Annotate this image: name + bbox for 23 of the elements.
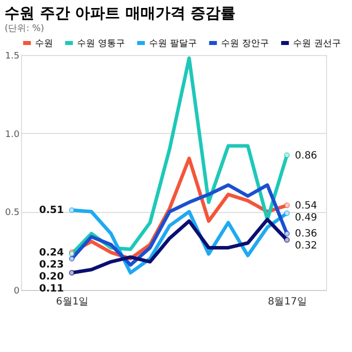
legend-label: 수원 장안구 bbox=[221, 39, 269, 49]
y-tick-label: 0 bbox=[14, 286, 20, 296]
data-label: 0.23 bbox=[39, 259, 64, 270]
x-tick-label: 8월17일 bbox=[268, 296, 307, 308]
data-label: 0.32 bbox=[294, 240, 318, 252]
chart-subtitle: (단위: %) bbox=[4, 24, 44, 34]
data-label: 0.54 bbox=[294, 200, 318, 212]
data-label: 0.24 bbox=[39, 247, 64, 258]
legend-label: 수원 영통구 bbox=[77, 39, 125, 49]
legend-label: 수원 권선구 bbox=[293, 39, 341, 49]
data-label: 0.51 bbox=[39, 205, 64, 216]
chart-title: 수원 주간 아파트 매매가격 증감률 bbox=[4, 4, 236, 22]
data-label: 0.20 bbox=[39, 271, 64, 282]
x-tick-label: 6월1일 bbox=[56, 296, 89, 308]
y-tick-label: 0.5 bbox=[5, 208, 20, 218]
data-label: 0.86 bbox=[294, 150, 318, 162]
y-tick-label: 1.0 bbox=[5, 130, 20, 140]
y-tick-label: 1.5 bbox=[5, 52, 20, 62]
data-label: 0.36 bbox=[294, 228, 318, 240]
legend-label: 수원 팔달구 bbox=[149, 39, 197, 49]
legend-label: 수원 bbox=[35, 39, 53, 49]
data-label: 0.11 bbox=[39, 283, 64, 294]
data-label: 0.49 bbox=[294, 212, 318, 224]
